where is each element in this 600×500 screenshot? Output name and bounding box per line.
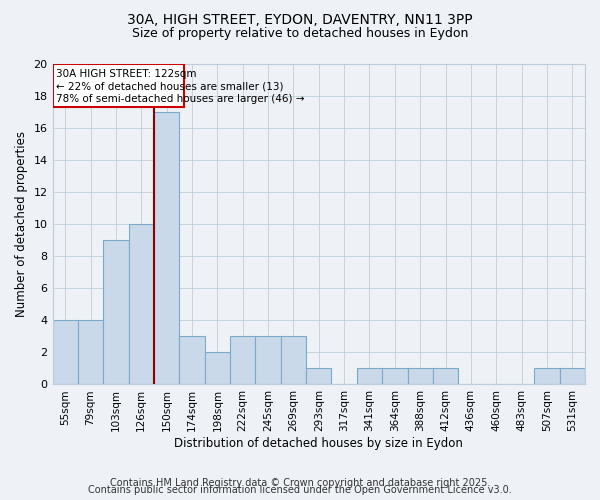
Y-axis label: Number of detached properties: Number of detached properties (15, 131, 28, 317)
Bar (357, 368, 382, 384)
Bar (433, 368, 458, 384)
Bar (179, 336, 205, 384)
Bar (154, 112, 179, 384)
Bar (382, 368, 407, 384)
Bar (281, 336, 306, 384)
Bar (534, 368, 560, 384)
Bar (407, 368, 433, 384)
Text: 30A, HIGH STREET, EYDON, DAVENTRY, NN11 3PP: 30A, HIGH STREET, EYDON, DAVENTRY, NN11 … (127, 12, 473, 26)
Text: Size of property relative to detached houses in Eydon: Size of property relative to detached ho… (132, 28, 468, 40)
Bar (560, 368, 585, 384)
X-axis label: Distribution of detached houses by size in Eydon: Distribution of detached houses by size … (175, 437, 463, 450)
Bar (306, 368, 331, 384)
Text: 78% of semi-detached houses are larger (46) →: 78% of semi-detached houses are larger (… (56, 94, 305, 104)
Bar (256, 336, 281, 384)
Bar (205, 352, 230, 384)
Bar (78, 320, 103, 384)
Text: Contains public sector information licensed under the Open Government Licence v3: Contains public sector information licen… (88, 485, 512, 495)
Bar (230, 336, 256, 384)
FancyBboxPatch shape (53, 64, 184, 108)
Bar (128, 224, 154, 384)
Bar (53, 320, 78, 384)
Text: 30A HIGH STREET: 122sqm: 30A HIGH STREET: 122sqm (56, 69, 197, 79)
Text: Contains HM Land Registry data © Crown copyright and database right 2025.: Contains HM Land Registry data © Crown c… (110, 478, 490, 488)
Bar (103, 240, 128, 384)
Text: ← 22% of detached houses are smaller (13): ← 22% of detached houses are smaller (13… (56, 82, 284, 92)
